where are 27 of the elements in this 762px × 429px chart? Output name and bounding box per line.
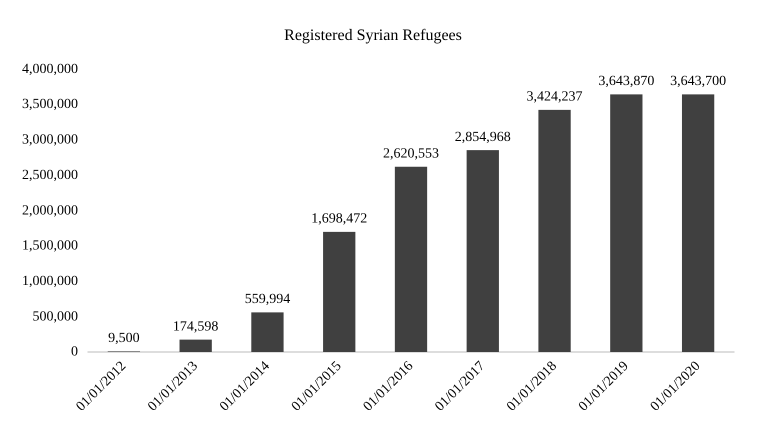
bar: [251, 312, 284, 352]
y-tick-label: 2,500,000: [22, 168, 78, 183]
y-tick-label: 2,000,000: [22, 203, 78, 218]
bar: [538, 110, 571, 352]
y-tick-label: 0: [71, 344, 78, 360]
data-label: 2,854,968: [454, 130, 511, 145]
data-label: 1,698,472: [311, 212, 368, 227]
bar: [180, 340, 212, 352]
data-label: 3,643,870: [598, 74, 654, 90]
data-label: 174,598: [172, 319, 218, 334]
bar: [323, 232, 356, 352]
data-label: 3,424,237: [526, 90, 583, 105]
bar: [394, 166, 428, 352]
data-label: 3,643,700: [670, 74, 726, 90]
y-tick-label: 3,500,000: [22, 97, 78, 112]
y-tick-label: 3,000,000: [22, 132, 78, 148]
data-label: 2,620,553: [383, 146, 439, 162]
y-tick-label: 1,000,000: [22, 274, 78, 289]
chart-title: Registered Syrian Refugees: [284, 26, 462, 44]
bar: [610, 94, 642, 352]
bar: [466, 150, 499, 352]
bar: [682, 94, 714, 352]
data-label: 559,994: [244, 292, 290, 308]
y-tick-label: 500,000: [32, 309, 78, 324]
data-label: 9,500: [108, 331, 140, 346]
y-tick-label: 4,000,000: [22, 62, 78, 77]
y-tick-label: 1,500,000: [22, 238, 78, 254]
